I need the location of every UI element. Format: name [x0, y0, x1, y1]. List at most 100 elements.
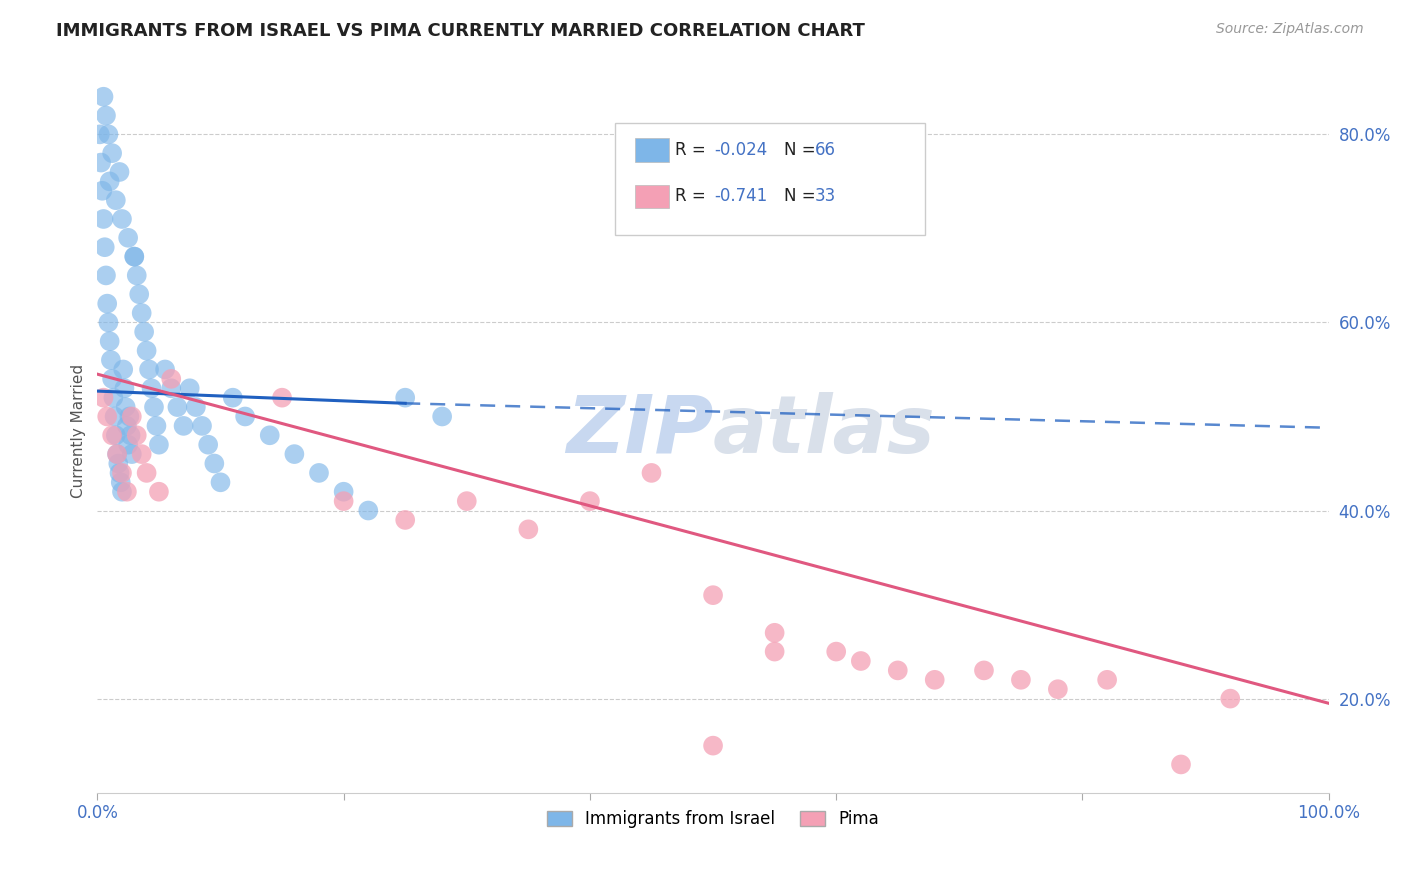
Point [456, 494, 478, 508]
Point [117, 231, 139, 245]
Point [118, 409, 141, 424]
Point [128, 287, 150, 301]
Point [101, 428, 124, 442]
Point [394, 391, 416, 405]
Point [98, 334, 121, 349]
Point [332, 494, 354, 508]
Point [111, 484, 134, 499]
Point [763, 625, 786, 640]
Point [124, 250, 146, 264]
Text: 33: 33 [815, 187, 837, 205]
Point [233, 409, 256, 424]
Y-axis label: Currently Married: Currently Married [72, 364, 86, 498]
Point [93, 212, 115, 227]
Point [517, 522, 540, 536]
Point [202, 457, 225, 471]
Point [1095, 673, 1118, 687]
Point [1010, 673, 1032, 687]
Point [160, 381, 183, 395]
Point [94, 109, 117, 123]
Point [1046, 682, 1069, 697]
Point [103, 391, 125, 405]
Point [117, 438, 139, 452]
Point [141, 381, 163, 395]
Point [308, 466, 330, 480]
Point [108, 165, 131, 179]
Point [121, 447, 143, 461]
Point [197, 438, 219, 452]
Text: R =: R = [675, 141, 710, 159]
Point [125, 428, 148, 442]
Point [100, 353, 122, 368]
Point [107, 457, 129, 471]
Point [973, 664, 995, 678]
Point [94, 268, 117, 283]
Point [97, 315, 120, 329]
Point [114, 381, 136, 395]
Point [89, 128, 111, 142]
Point [135, 343, 157, 358]
Point [111, 212, 134, 227]
Point [111, 466, 134, 480]
Point [357, 503, 380, 517]
Text: -0.741: -0.741 [714, 187, 768, 205]
Text: R =: R = [675, 187, 716, 205]
Point [90, 155, 112, 169]
Point [259, 428, 281, 442]
Point [825, 644, 848, 658]
Point [105, 447, 128, 461]
Point [430, 409, 453, 424]
Text: -0.024: -0.024 [714, 141, 768, 159]
Point [143, 400, 166, 414]
Point [283, 447, 305, 461]
Point [153, 362, 176, 376]
Text: IMMIGRANTS FROM ISRAEL VS PIMA CURRENTLY MARRIED CORRELATION CHART: IMMIGRANTS FROM ISRAEL VS PIMA CURRENTLY… [56, 22, 865, 40]
Text: N =: N = [785, 141, 821, 159]
Point [131, 447, 153, 461]
Point [115, 418, 138, 433]
Point [105, 447, 128, 461]
Point [579, 494, 602, 508]
Point [184, 400, 207, 414]
Text: ZIP: ZIP [565, 392, 713, 469]
Point [887, 664, 910, 678]
Point [108, 466, 131, 480]
Point [121, 409, 143, 424]
Point [166, 400, 188, 414]
Text: N =: N = [785, 187, 821, 205]
Point [1219, 691, 1241, 706]
Point [93, 391, 115, 405]
Point [98, 174, 121, 188]
Point [763, 644, 786, 658]
Point [104, 193, 127, 207]
Text: atlas: atlas [713, 392, 936, 469]
Point [209, 475, 232, 490]
Point [125, 268, 148, 283]
Point [97, 128, 120, 142]
Legend: Immigrants from Israel, Pima: Immigrants from Israel, Pima [540, 804, 886, 835]
Point [702, 588, 724, 602]
Point [394, 513, 416, 527]
Point [91, 184, 114, 198]
Point [849, 654, 872, 668]
Point [134, 325, 156, 339]
Point [101, 372, 124, 386]
Point [702, 739, 724, 753]
Point [179, 381, 201, 395]
Point [145, 418, 167, 433]
Point [112, 362, 135, 376]
Point [131, 306, 153, 320]
Point [148, 484, 170, 499]
Point [138, 362, 160, 376]
Point [191, 418, 214, 433]
Point [110, 475, 132, 490]
Point [173, 418, 195, 433]
Point [114, 400, 136, 414]
Point [124, 250, 146, 264]
Point [96, 409, 118, 424]
Point [332, 484, 354, 499]
Point [104, 409, 127, 424]
Point [148, 438, 170, 452]
Point [115, 484, 138, 499]
Point [640, 466, 662, 480]
